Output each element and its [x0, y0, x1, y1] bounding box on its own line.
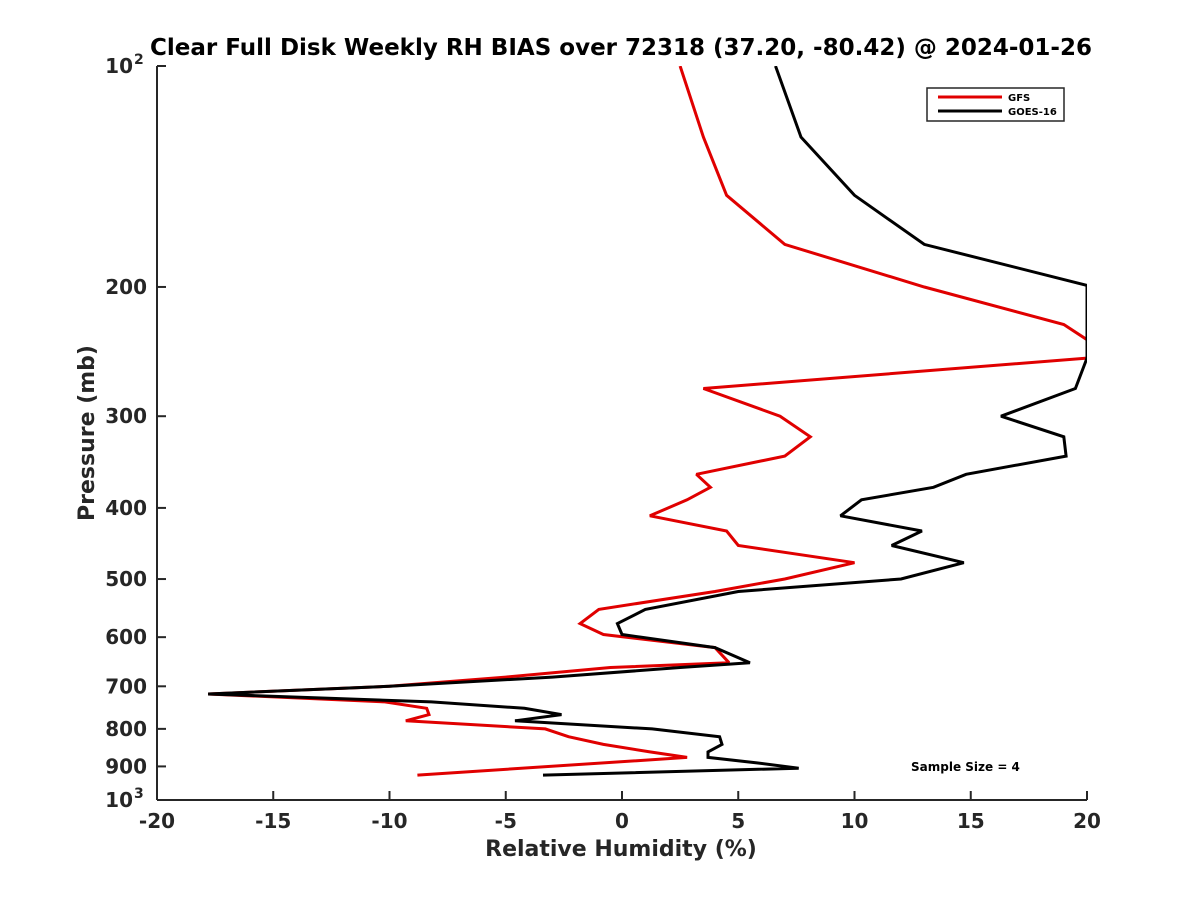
legend-label-gfs: GFS [1008, 93, 1030, 104]
y-tick-exponent: 3 [134, 786, 144, 802]
series-line-goes16 [208, 66, 1087, 777]
y-tick-label: 10 [105, 54, 133, 78]
chart-title: Clear Full Disk Weekly RH BIAS over 7231… [150, 35, 1092, 61]
x-tick-label: 20 [1073, 809, 1101, 833]
legend: GFS GOES-16 [926, 87, 1065, 122]
y-tick-label: 200 [105, 275, 147, 299]
sample-size-annotation: Sample Size = 4 [911, 760, 1020, 774]
x-tick-label: -5 [495, 809, 517, 833]
x-tick-label: 10 [841, 809, 869, 833]
y-tick-label: 900 [105, 754, 147, 778]
y-tick-exponent: 2 [134, 52, 144, 68]
x-tick-label: -20 [139, 809, 175, 833]
y-tick-label: 500 [105, 567, 147, 591]
series-layer [208, 66, 1087, 777]
x-tick-label: -10 [371, 809, 407, 833]
x-tick-label: 15 [957, 809, 985, 833]
y-tick-label: 800 [105, 717, 147, 741]
x-ticks: -20 -15 -10 -5 0 5 10 15 20 [139, 791, 1101, 833]
y-axis-label: Pressure (mb) [75, 345, 100, 521]
legend-label-goes16: GOES-16 [1008, 107, 1057, 118]
y-tick-label: 300 [105, 404, 147, 428]
y-tick-label: 400 [105, 496, 147, 520]
y-tick-label: 10 [105, 788, 133, 812]
y-tick-label: 700 [105, 674, 147, 698]
x-tick-label: 5 [731, 809, 745, 833]
x-axis-label: Relative Humidity (%) [485, 837, 757, 862]
y-tick-label: 600 [105, 625, 147, 649]
x-tick-label: -15 [255, 809, 291, 833]
legend-box [926, 87, 1065, 122]
series-line-gfs [208, 66, 1087, 777]
x-tick-label: 0 [615, 809, 629, 833]
